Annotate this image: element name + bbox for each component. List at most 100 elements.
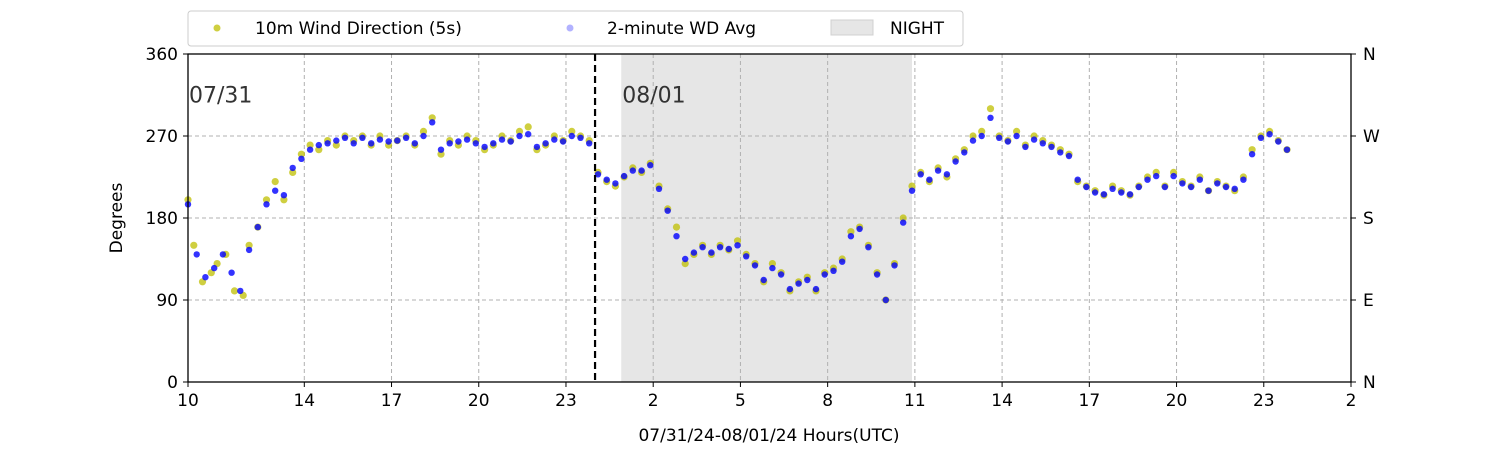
data-point — [856, 225, 863, 233]
data-point — [420, 132, 427, 140]
x-tick-label: 8 — [822, 391, 833, 411]
legend-label-night: NIGHT — [890, 19, 945, 39]
data-point — [821, 271, 828, 278]
data-point — [1118, 189, 1125, 196]
x-tick-label: 17 — [1079, 391, 1101, 411]
data-point — [961, 149, 968, 156]
data-point — [568, 132, 575, 140]
data-point — [402, 134, 410, 141]
data-point — [847, 228, 855, 236]
y2-tick-label: E — [1363, 291, 1374, 311]
data-point — [1048, 143, 1055, 151]
legend-frame — [187, 10, 964, 47]
data-point — [272, 187, 279, 194]
data-point — [734, 242, 741, 249]
y2-tick-label: N — [1363, 373, 1376, 393]
data-point — [655, 185, 663, 192]
data-point — [865, 244, 872, 251]
y-tick-label: 90 — [156, 291, 178, 311]
data-point — [271, 178, 279, 186]
data-point — [969, 132, 977, 140]
data-point — [359, 134, 366, 141]
data-point — [542, 140, 549, 147]
data-point — [1214, 180, 1221, 187]
x-tick-label: 11 — [904, 391, 926, 411]
data-point — [751, 262, 759, 269]
data-point — [551, 136, 558, 143]
overlay-layer: 07/31 08/01 — [189, 54, 686, 382]
data-point — [1283, 146, 1291, 153]
data-point — [490, 140, 497, 147]
data-point — [777, 271, 785, 278]
data-point — [1091, 189, 1099, 196]
data-point — [245, 241, 253, 249]
data-point — [315, 141, 322, 149]
data-point — [682, 255, 689, 263]
data-point — [1205, 187, 1212, 194]
data-point — [297, 150, 305, 158]
data-point — [190, 241, 198, 249]
data-point — [472, 140, 479, 147]
data-point — [1039, 140, 1047, 147]
data-point — [237, 287, 244, 295]
data-point — [743, 253, 750, 260]
x-tick-label: 5 — [735, 391, 746, 411]
y-tick-label: 360 — [146, 45, 178, 65]
y2-tick-label: S — [1363, 209, 1374, 229]
legend-label-wind-direction: 10m Wind Direction (5s) — [255, 19, 462, 39]
data-point — [333, 137, 340, 144]
data-point — [219, 251, 227, 258]
day-label: 07/31 — [189, 83, 252, 108]
data-point — [437, 150, 445, 158]
data-point — [839, 258, 846, 265]
x-axis-label: 07/31/24-08/01/24 Hours(UTC) — [638, 426, 899, 446]
data-point — [978, 132, 985, 140]
data-point — [768, 260, 777, 268]
data-point — [1266, 131, 1273, 138]
data-point — [986, 105, 995, 113]
data-point — [943, 171, 951, 178]
x-tick-label: 20 — [468, 391, 490, 411]
data-point — [1109, 185, 1116, 192]
data-point — [873, 271, 881, 278]
data-point — [446, 140, 453, 147]
data-point — [882, 296, 889, 304]
data-point — [847, 233, 855, 240]
data-point — [708, 249, 715, 256]
data-point — [996, 134, 1003, 141]
data-point — [419, 127, 428, 135]
x-tick-label: 2 — [648, 391, 659, 411]
data-point — [978, 127, 986, 135]
data-point — [1065, 152, 1073, 160]
data-point — [254, 223, 261, 231]
data-point — [1057, 149, 1064, 156]
data-point — [699, 244, 706, 251]
data-point — [429, 119, 436, 126]
day-label: 08/01 — [622, 83, 685, 108]
data-point — [559, 138, 567, 145]
data-point — [230, 287, 239, 295]
data-point — [1100, 191, 1108, 198]
data-point — [245, 246, 253, 254]
data-point — [306, 141, 314, 149]
data-point — [1153, 172, 1160, 180]
data-point — [733, 237, 742, 245]
data-point — [280, 192, 288, 199]
data-point — [786, 285, 794, 293]
data-point — [1248, 146, 1256, 154]
points-layer — [184, 105, 1291, 304]
x-tick-label: 10 — [177, 391, 199, 411]
data-point — [899, 214, 907, 222]
data-point — [681, 260, 689, 268]
data-point — [507, 138, 514, 145]
x-tick-label: 20 — [1166, 391, 1188, 411]
data-point — [1231, 185, 1238, 192]
data-point — [908, 187, 916, 194]
data-point — [332, 141, 340, 149]
data-point — [315, 146, 323, 154]
data-point — [638, 167, 645, 174]
x-tick-label: 23 — [1253, 391, 1275, 411]
grid-layer — [188, 54, 1351, 382]
data-point — [812, 285, 820, 293]
